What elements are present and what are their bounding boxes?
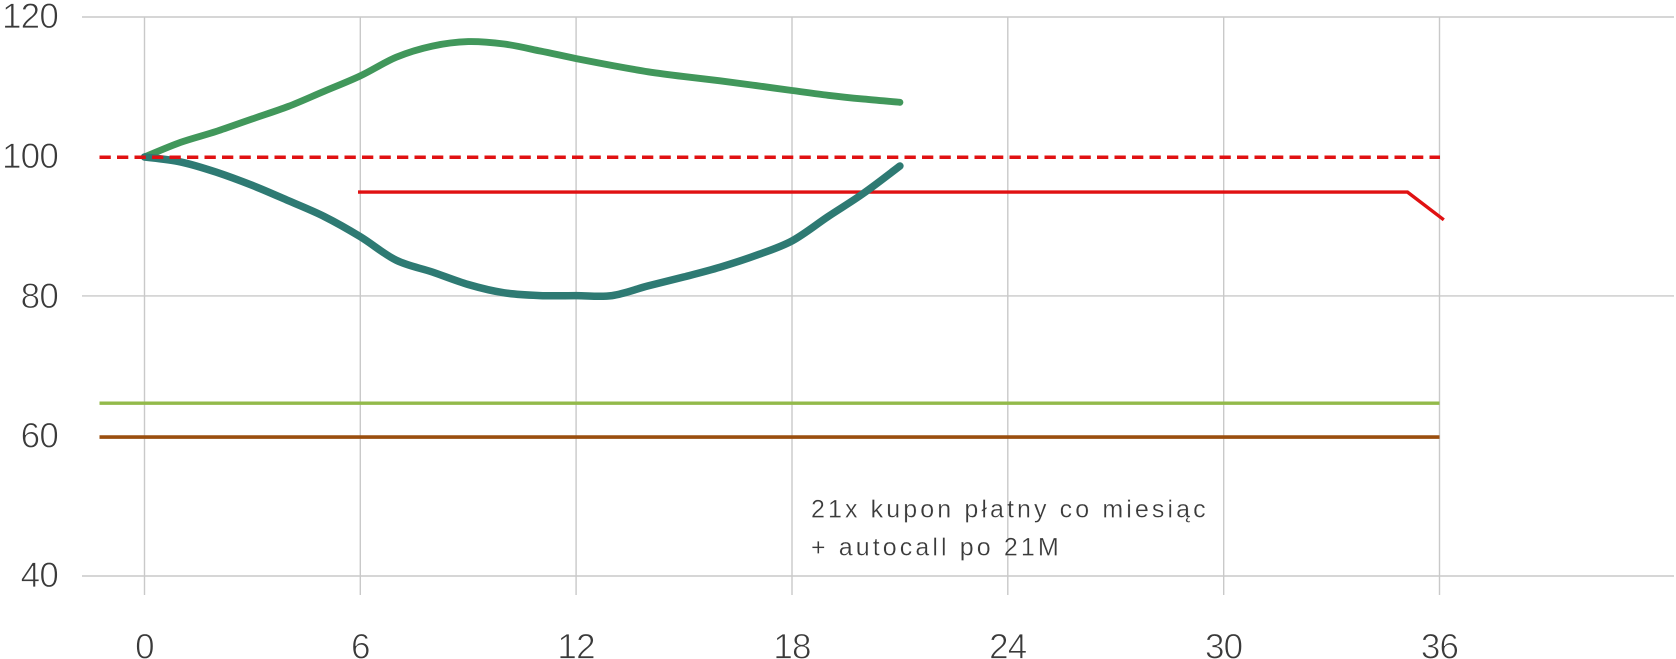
- svg-text:120: 120: [2, 0, 58, 36]
- svg-text:60: 60: [21, 417, 59, 456]
- svg-text:21x kupon płatny co miesiąc: 21x kupon płatny co miesiąc: [811, 496, 1209, 524]
- svg-text:36: 36: [1421, 627, 1458, 659]
- svg-text:6: 6: [351, 627, 370, 659]
- svg-text:+ autocall po 21M: + autocall po 21M: [811, 534, 1062, 562]
- svg-text:30: 30: [1205, 627, 1243, 659]
- svg-text:40: 40: [21, 556, 59, 595]
- svg-text:0: 0: [135, 627, 154, 659]
- svg-text:100: 100: [2, 137, 58, 176]
- svg-text:18: 18: [773, 627, 810, 659]
- svg-text:24: 24: [989, 627, 1027, 659]
- svg-text:80: 80: [21, 277, 59, 316]
- svg-text:12: 12: [557, 627, 594, 659]
